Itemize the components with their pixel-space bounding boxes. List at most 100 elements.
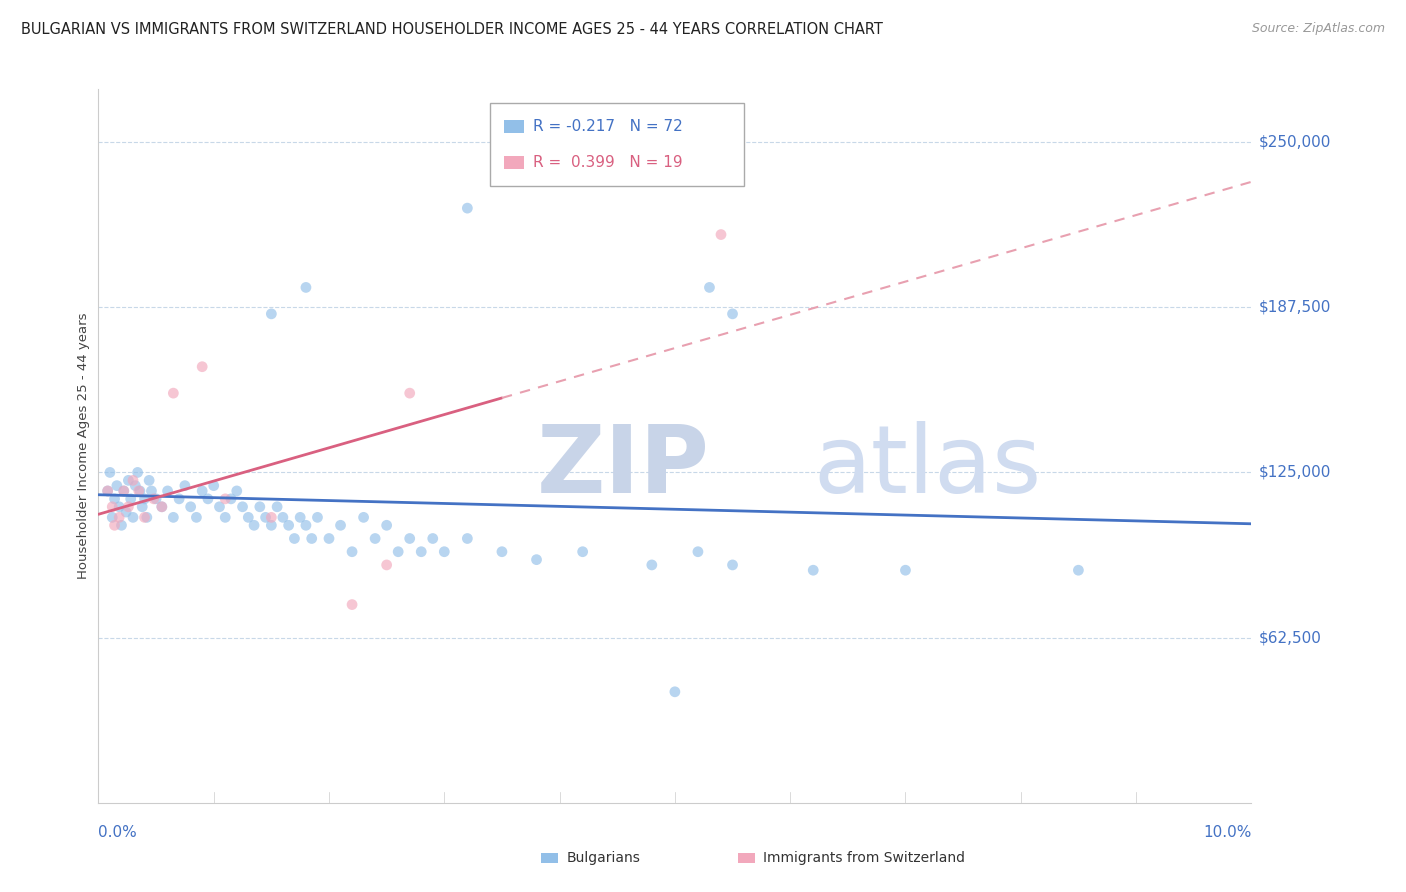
Point xyxy=(295,518,318,533)
Text: $250,000: $250,000 xyxy=(1258,135,1330,150)
Point xyxy=(108,510,131,524)
Point xyxy=(721,307,744,321)
Point xyxy=(260,307,283,321)
Point xyxy=(134,491,156,506)
Point xyxy=(117,500,139,514)
Point xyxy=(387,545,409,559)
Point xyxy=(162,510,184,524)
Point xyxy=(283,532,305,546)
Point xyxy=(254,510,277,524)
Point xyxy=(214,510,236,524)
Point xyxy=(699,280,721,294)
Point xyxy=(721,558,744,572)
Text: ZIP: ZIP xyxy=(537,421,710,514)
Point xyxy=(129,483,152,498)
Point xyxy=(686,545,709,559)
Point xyxy=(197,491,219,506)
Point xyxy=(115,505,138,519)
Point xyxy=(167,491,190,506)
Y-axis label: Householder Income Ages 25 - 44 years: Householder Income Ages 25 - 44 years xyxy=(77,313,90,579)
Text: BULGARIAN VS IMMIGRANTS FROM SWITZERLAND HOUSEHOLDER INCOME AGES 25 - 44 YEARS C: BULGARIAN VS IMMIGRANTS FROM SWITZERLAND… xyxy=(21,22,883,37)
Point xyxy=(329,518,352,533)
Point xyxy=(243,518,266,533)
Point xyxy=(127,466,149,480)
Point xyxy=(225,483,247,498)
Text: 0.0%: 0.0% xyxy=(98,825,138,840)
Point xyxy=(103,518,125,533)
Point xyxy=(214,491,236,506)
Point xyxy=(295,280,318,294)
Point xyxy=(219,491,242,506)
Point xyxy=(364,532,387,546)
Point xyxy=(641,558,664,572)
Point xyxy=(150,500,173,514)
Point xyxy=(491,545,513,559)
Point xyxy=(231,500,254,514)
Point xyxy=(491,148,513,162)
Point xyxy=(260,518,283,533)
Point xyxy=(101,500,124,514)
Point xyxy=(162,386,184,401)
Point xyxy=(318,532,340,546)
Text: $125,000: $125,000 xyxy=(1258,465,1330,480)
Text: Immigrants from Switzerland: Immigrants from Switzerland xyxy=(763,851,966,865)
Point xyxy=(117,474,139,488)
Point xyxy=(135,510,157,524)
Point xyxy=(526,552,548,566)
Point xyxy=(571,545,593,559)
Text: R =  0.399   N = 19: R = 0.399 N = 19 xyxy=(533,155,682,170)
Point xyxy=(128,483,150,498)
Point xyxy=(110,518,132,533)
Point xyxy=(105,478,128,492)
Point xyxy=(191,359,214,374)
Point xyxy=(112,483,135,498)
Text: Source: ZipAtlas.com: Source: ZipAtlas.com xyxy=(1251,22,1385,36)
Point xyxy=(142,491,165,506)
Point xyxy=(456,201,478,215)
Point xyxy=(131,500,153,514)
Point xyxy=(277,518,299,533)
Point xyxy=(98,466,121,480)
Point xyxy=(456,532,478,546)
Point xyxy=(191,483,214,498)
Point xyxy=(340,598,363,612)
Point xyxy=(208,500,231,514)
Point xyxy=(801,563,824,577)
Point xyxy=(894,563,917,577)
Point xyxy=(301,532,323,546)
Point xyxy=(141,483,163,498)
Point xyxy=(108,500,131,514)
Point xyxy=(271,510,294,524)
Point xyxy=(340,545,363,559)
Point xyxy=(101,510,124,524)
Point xyxy=(422,532,444,546)
Text: 10.0%: 10.0% xyxy=(1204,825,1251,840)
Point xyxy=(145,491,167,506)
Point xyxy=(97,483,120,498)
Point xyxy=(97,483,120,498)
Point xyxy=(156,483,179,498)
Point xyxy=(375,518,398,533)
Text: Bulgarians: Bulgarians xyxy=(567,851,641,865)
Point xyxy=(710,227,733,242)
Point xyxy=(124,478,146,492)
Point xyxy=(664,685,686,699)
Point xyxy=(150,500,173,514)
Point xyxy=(112,483,135,498)
Point xyxy=(180,500,202,514)
Text: $187,500: $187,500 xyxy=(1258,300,1330,315)
Point xyxy=(134,510,156,524)
Point xyxy=(138,474,160,488)
Text: $62,500: $62,500 xyxy=(1258,630,1322,645)
Point xyxy=(238,510,260,524)
Point xyxy=(202,478,225,492)
Point xyxy=(375,558,398,572)
Point xyxy=(307,510,329,524)
Point xyxy=(290,510,312,524)
Point xyxy=(266,500,288,514)
Point xyxy=(398,532,420,546)
Point xyxy=(398,386,420,401)
Point xyxy=(174,478,197,492)
Point xyxy=(186,510,208,524)
Point xyxy=(411,545,433,559)
